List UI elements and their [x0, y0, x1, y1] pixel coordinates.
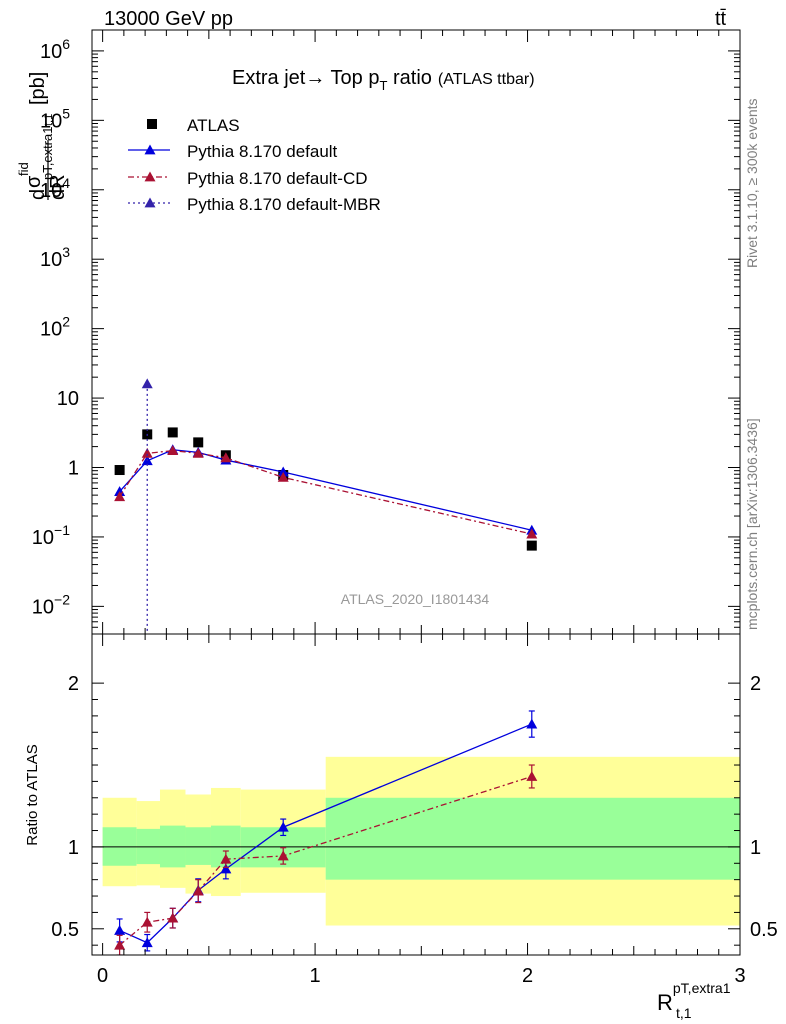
rivet-version-label: Rivet 3.1.10, ≥ 300k events — [744, 98, 760, 268]
ratio-series-marker-1 — [526, 770, 538, 781]
y-tick-label: 102 — [40, 314, 70, 341]
stat-uncertainty-band — [325, 797, 740, 880]
ratio-series-marker-1 — [167, 912, 179, 923]
ylabel-unit: [pb] — [27, 72, 49, 105]
ylabel-fid: fid — [16, 162, 31, 176]
process-label: tt̄ — [715, 8, 727, 30]
ylabel-dR: dR — [47, 174, 69, 200]
mc-series-line-1 — [119, 449, 532, 531]
ratio-bands — [102, 756, 740, 926]
ratio-y-tick-label-right: 2 — [750, 673, 761, 695]
ylabel-sigma: σ — [23, 175, 45, 188]
atlas-data-point — [526, 540, 537, 551]
ylabel-d: d — [27, 189, 49, 200]
mc-series-marker-2 — [167, 445, 179, 456]
y-tick-label: 104 — [40, 175, 70, 202]
main-plot-area — [114, 378, 538, 634]
ratio-frame — [91, 633, 741, 956]
ratio-y-tick-label-right: 0.5 — [750, 919, 778, 941]
legend-marker-atlas — [147, 119, 157, 129]
mc-series-marker-2 — [192, 447, 204, 458]
x-axis-label: RpT,extra1 — [657, 980, 731, 1015]
x-tick-label: 0 — [97, 965, 108, 987]
x-tick-label: 3 — [734, 965, 745, 987]
ratio-series-marker-1 — [220, 853, 232, 864]
mc-series-marker-2 — [141, 447, 153, 458]
y-tick-label: 1 — [68, 458, 79, 480]
ratio-series-marker-1 — [141, 916, 153, 927]
ylabel-sub: t,1 — [43, 114, 55, 126]
ratio-y-tick-label: 0.5 — [51, 919, 79, 941]
legend-label: Pythia 8.170 default-CD — [187, 169, 368, 188]
legend-marker-1 — [144, 144, 156, 155]
legend-label: Pythia 8.170 default-MBR — [187, 195, 381, 214]
x-tick-label: 1 — [310, 965, 321, 987]
plot-title: Extra jet→ Top pT ratio (ATLAS ttbar) — [232, 67, 535, 93]
atlas-data-point — [167, 427, 178, 438]
ratio-y-tick-label: 1 — [68, 837, 79, 859]
mc-series-marker-1 — [277, 466, 289, 477]
mc-series-marker-2 — [526, 528, 538, 539]
y-tick-label: 10−1 — [32, 522, 70, 549]
mc-series-marker-3 — [141, 378, 153, 389]
ratio-y-tick-label: 2 — [68, 673, 79, 695]
atlas-data-point — [193, 437, 204, 448]
ratio-series-marker-0 — [220, 863, 232, 874]
ratio-series-marker-1 — [192, 885, 204, 896]
ratio-series-marker-0 — [141, 937, 153, 948]
mc-series-line-2 — [119, 449, 532, 535]
beam-label: 13000 GeV pp — [104, 8, 233, 30]
legend-marker-2 — [144, 171, 156, 182]
ratio-series-marker-0 — [526, 718, 538, 729]
ratio-plot-area — [114, 710, 538, 955]
mcplots-label: mcplots.cern.ch [arXiv:1306.3436] — [744, 418, 760, 630]
analysis-id-label: ATLAS_2020_I1801434 — [341, 591, 490, 607]
mc-series-marker-2 — [114, 491, 126, 502]
x-axis-label-sub: t,1 — [676, 1005, 692, 1021]
legend-label: Pythia 8.170 default — [187, 142, 338, 161]
y-tick-label: 10−2 — [32, 591, 70, 618]
atlas-data-point — [114, 465, 125, 476]
ratio-series-marker-1 — [114, 939, 126, 950]
legend-marker-3 — [144, 197, 156, 208]
x-tick-label: 2 — [522, 965, 533, 987]
ratio-series-marker-0 — [114, 924, 126, 935]
y-tick-label: 105 — [40, 105, 70, 132]
mc-series-marker-2 — [277, 471, 289, 482]
y-tick-label: 106 — [40, 36, 70, 63]
mc-series-marker-2 — [220, 452, 232, 463]
ratio-y-axis-label: Ratio to ATLAS — [24, 744, 41, 845]
y-tick-label: 103 — [40, 244, 70, 271]
legend-label: ATLAS — [187, 116, 240, 135]
ratio-series-marker-1 — [277, 850, 289, 861]
ratio-series-marker-0 — [277, 821, 289, 832]
y-tick-label: 10 — [57, 388, 79, 410]
stat-uncertainty-band — [185, 827, 211, 865]
ratio-y-tick-label-right: 1 — [750, 837, 761, 859]
